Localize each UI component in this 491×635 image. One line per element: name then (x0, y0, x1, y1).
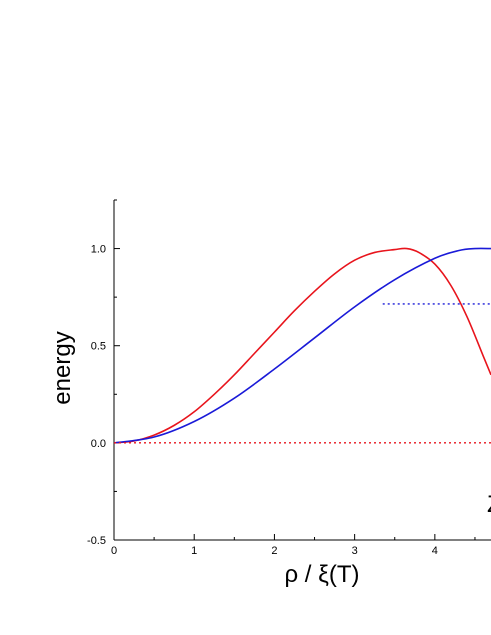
series-1-line (114, 247, 491, 444)
x-tick-label: 1 (191, 545, 197, 557)
series-layer (114, 247, 491, 444)
x-tick-label: 4 (432, 545, 438, 557)
y-tick-label: 0.5 (91, 341, 106, 353)
x-axis-title: ρ / ξ(T) (284, 561, 359, 588)
y-tick-label: -0.5 (87, 535, 106, 547)
labels: -0.5 0.0 0.5 1.0 0 1 2 3 4 ρ / ξ(T) energy Z (49, 244, 491, 588)
y-tick-label: 1.0 (91, 244, 106, 256)
x-tick-label: 2 (271, 545, 277, 557)
partial-label: Z (487, 491, 491, 518)
y-axis-title: energy (49, 331, 76, 404)
axes (113, 199, 491, 541)
y-tick-label: 0.0 (91, 438, 106, 450)
x-tick-label: 3 (352, 545, 358, 557)
series-0-line (114, 247, 491, 444)
x-tick-label: 0 (111, 545, 117, 557)
